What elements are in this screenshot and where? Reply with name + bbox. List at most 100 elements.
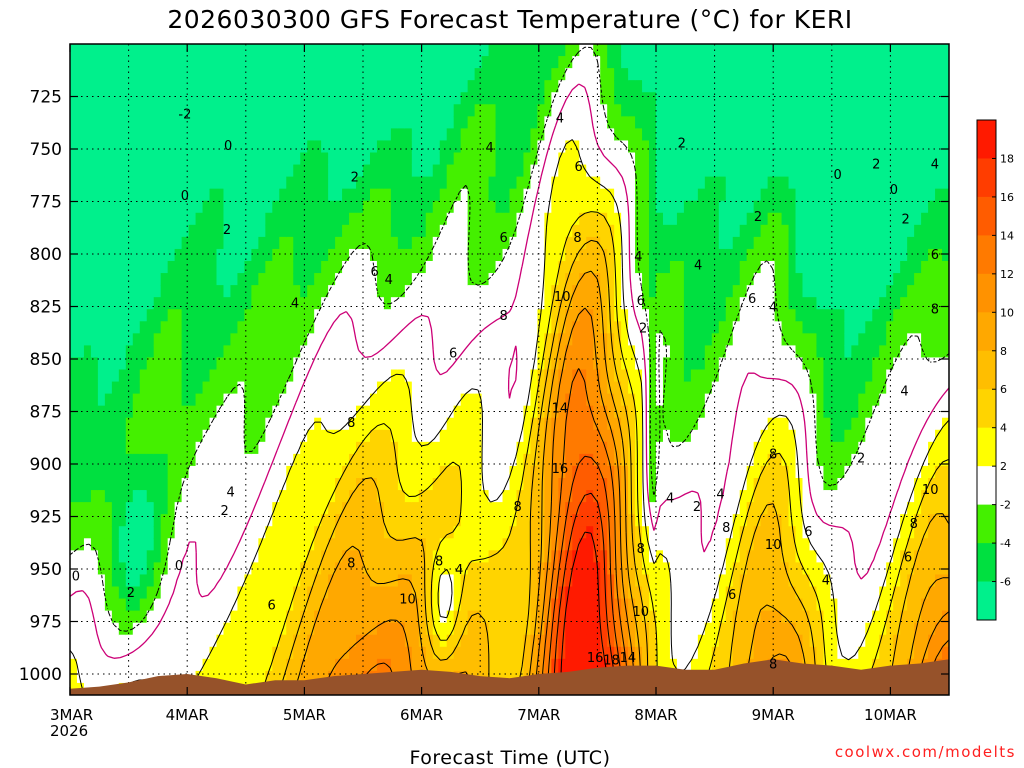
field-cell xyxy=(697,634,706,648)
field-cell xyxy=(195,80,204,93)
field-cell xyxy=(621,68,629,81)
field-cell xyxy=(321,550,329,563)
field-cell xyxy=(167,333,176,346)
field-cell xyxy=(153,261,162,274)
field-cell xyxy=(474,176,483,190)
field-cell xyxy=(132,44,141,57)
field-cell xyxy=(530,236,539,250)
field-cell xyxy=(244,634,252,648)
field-cell xyxy=(223,514,232,527)
field-cell xyxy=(439,622,448,636)
field-cell xyxy=(70,502,78,515)
field-cell xyxy=(146,297,155,310)
field-cell xyxy=(286,140,294,154)
field-cell xyxy=(70,393,78,407)
field-cell xyxy=(418,68,427,81)
field-cell xyxy=(230,490,239,503)
field-cell xyxy=(237,321,246,334)
field-cell xyxy=(474,236,483,250)
field-cell xyxy=(174,381,183,395)
field-cell xyxy=(383,176,392,190)
field-cell xyxy=(614,453,622,467)
field-cell xyxy=(530,261,539,274)
field-cell xyxy=(181,357,190,371)
field-cell xyxy=(446,441,455,455)
field-cell xyxy=(237,200,246,214)
field-cell xyxy=(195,176,204,190)
field-cell xyxy=(307,56,315,69)
field-cell xyxy=(390,429,399,443)
field-cell xyxy=(251,333,259,346)
field-cell xyxy=(502,285,511,298)
field-cell xyxy=(251,44,259,57)
field-cell xyxy=(356,441,364,455)
field-cell xyxy=(83,646,92,660)
field-cell xyxy=(516,610,525,624)
field-cell xyxy=(383,309,392,322)
field-cell xyxy=(167,429,176,443)
field-cell xyxy=(390,526,399,539)
field-cell xyxy=(621,188,629,202)
field-cell xyxy=(460,297,469,310)
field-cell xyxy=(656,321,664,334)
field-cell xyxy=(293,152,301,166)
field-cell xyxy=(404,212,413,226)
field-cell xyxy=(376,550,385,563)
field-cell xyxy=(174,116,183,129)
field-cell xyxy=(369,598,378,612)
field-cell xyxy=(376,598,385,612)
field-cell xyxy=(572,453,580,467)
field-cell xyxy=(579,478,587,491)
field-cell xyxy=(349,188,357,202)
field-cell xyxy=(153,478,162,491)
field-cell xyxy=(97,140,106,154)
field-cell xyxy=(90,574,99,588)
field-cell xyxy=(237,610,246,624)
field-cell xyxy=(614,248,622,262)
field-cell xyxy=(237,550,246,563)
field-cell xyxy=(356,200,364,214)
field-cell xyxy=(711,321,720,334)
field-cell xyxy=(376,224,385,238)
field-cell xyxy=(474,164,483,178)
field-cell xyxy=(711,80,720,93)
field-cell xyxy=(656,273,664,286)
field-cell xyxy=(383,502,392,515)
field-cell xyxy=(356,453,364,467)
field-cell xyxy=(153,200,162,214)
field-cell xyxy=(572,538,580,551)
field-cell xyxy=(321,526,329,539)
field-cell xyxy=(335,248,343,262)
field-cell xyxy=(118,152,127,166)
field-cell xyxy=(446,357,455,371)
field-cell xyxy=(356,248,364,262)
field-cell xyxy=(293,248,301,262)
field-cell xyxy=(293,261,301,274)
field-cell xyxy=(97,224,106,238)
field-cell xyxy=(70,285,78,298)
field-cell xyxy=(558,188,566,202)
field-cell xyxy=(90,200,99,214)
field-cell xyxy=(174,68,183,81)
field-cell xyxy=(683,92,692,105)
field-cell xyxy=(335,321,343,334)
field-cell xyxy=(160,152,169,166)
field-cell xyxy=(683,369,692,383)
field-cell xyxy=(286,622,294,636)
field-cell xyxy=(216,224,225,238)
field-cell xyxy=(125,429,134,443)
field-cell xyxy=(181,297,190,310)
field-cell xyxy=(230,369,239,383)
field-cell xyxy=(83,273,92,286)
field-cell xyxy=(90,393,99,407)
field-cell xyxy=(265,261,273,274)
field-cell xyxy=(383,369,392,383)
field-cell xyxy=(383,610,392,624)
field-cell xyxy=(642,574,650,588)
field-cell xyxy=(614,357,622,371)
field-cell xyxy=(656,622,664,636)
field-cell xyxy=(321,610,329,624)
field-cell xyxy=(446,429,455,443)
field-cell xyxy=(321,140,329,154)
field-cell xyxy=(614,634,622,648)
